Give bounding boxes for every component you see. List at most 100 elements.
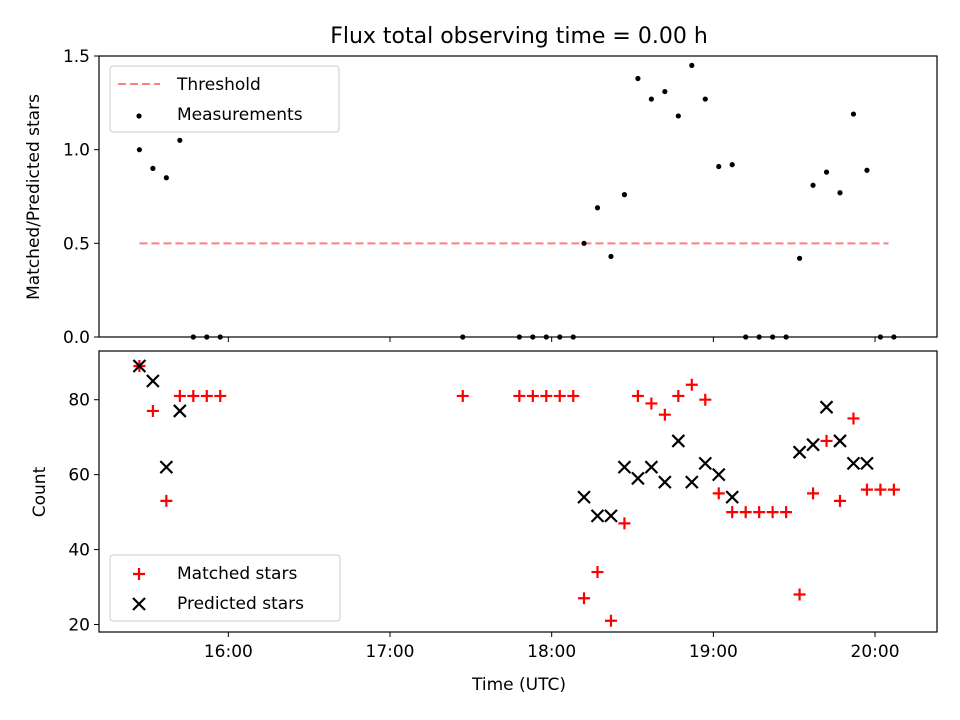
bottom-y-tick-label: 60 bbox=[68, 466, 90, 486]
predicted-star-point bbox=[792, 445, 807, 459]
bottom-y-tick-label: 80 bbox=[68, 391, 90, 411]
measurement-point bbox=[581, 240, 587, 246]
predicted-star-point bbox=[577, 490, 591, 504]
predicted-star-point bbox=[860, 456, 874, 471]
legend-matched-swatch bbox=[133, 568, 145, 580]
predicted-star-point bbox=[806, 437, 820, 452]
bottom-x-axis: 16:00 17:00 18:00 19:00 20:00 bbox=[204, 632, 900, 662]
top-y-tick-label: 0.5 bbox=[63, 234, 90, 254]
matched-star-point bbox=[591, 566, 604, 579]
matched-star-point bbox=[820, 434, 833, 447]
measurement-point bbox=[648, 96, 654, 102]
bottom-legend: Matched stars Predicted stars bbox=[109, 554, 341, 622]
matched-star-point bbox=[540, 389, 553, 402]
bottom-axes-frame bbox=[98, 350, 938, 633]
top-axes-frame bbox=[98, 55, 938, 338]
matched-star-point bbox=[173, 389, 186, 402]
legend-threshold-label: Threshold bbox=[176, 75, 261, 95]
matched-star-point bbox=[807, 487, 820, 500]
top-panel: 0.0 0.5 1.0 1.5 Matched/Predicted stars Thr… bbox=[24, 47, 938, 348]
measurement-point bbox=[675, 113, 681, 119]
matched-star-point bbox=[456, 389, 469, 402]
predicted-star-point bbox=[590, 509, 605, 523]
matched-star-point bbox=[658, 408, 671, 421]
matched-star-point bbox=[645, 397, 658, 410]
matched-star-point bbox=[793, 588, 806, 601]
top-legend: Threshold Measurements bbox=[109, 65, 340, 133]
top-y-axis: 0.0 0.5 1.0 1.5 bbox=[63, 47, 99, 348]
measurement-point bbox=[729, 162, 735, 168]
measurement-point bbox=[796, 255, 803, 261]
matched-star-point bbox=[618, 517, 631, 530]
bottom-x-tick-label: 16:00 bbox=[204, 642, 253, 662]
legend-measurements-swatch bbox=[136, 113, 142, 119]
bottom-panel: 20 40 60 80 16:00 17:00 18:00 19:00 20:00 Count… bbox=[30, 350, 938, 695]
predicted-star-point bbox=[711, 467, 726, 482]
matched-star-point bbox=[160, 494, 173, 507]
measurement-point bbox=[594, 205, 601, 211]
matched-star-point bbox=[685, 378, 698, 391]
measurement-point bbox=[136, 147, 143, 153]
predicted-star-point bbox=[658, 475, 672, 489]
matched-star-point bbox=[146, 404, 159, 417]
measurement-point bbox=[662, 88, 668, 95]
matched-star-point bbox=[553, 389, 566, 402]
predicted-star-point bbox=[846, 456, 861, 471]
top-y-axis-label: Matched/Predicted stars bbox=[24, 94, 44, 300]
predicted-star-point bbox=[671, 434, 686, 448]
matched-star-point bbox=[526, 389, 539, 402]
predicted-star-point bbox=[631, 471, 645, 486]
bottom-y-tick-label: 40 bbox=[68, 541, 90, 561]
bottom-x-axis-label: Time (UTC) bbox=[471, 675, 566, 695]
matched-star-point bbox=[187, 389, 200, 402]
matched-star-point bbox=[887, 483, 900, 496]
measurement-point bbox=[689, 62, 695, 68]
bottom-y-axis: 20 40 60 80 bbox=[68, 391, 99, 636]
legend-predicted-swatch bbox=[132, 597, 146, 611]
predicted-star-point bbox=[819, 400, 834, 414]
top-y-tick-label: 0.0 bbox=[63, 328, 90, 348]
top-y-tick-label: 1.5 bbox=[63, 47, 90, 67]
matched-star-point bbox=[578, 592, 591, 605]
predicted-star-point bbox=[698, 456, 713, 471]
measurement-point bbox=[823, 169, 830, 175]
top-x-ticks bbox=[227, 337, 876, 342]
bottom-marks bbox=[132, 359, 900, 627]
measurement-point bbox=[716, 163, 722, 170]
matched-star-point bbox=[860, 483, 873, 496]
bottom-legend-frame bbox=[109, 554, 341, 622]
matched-star-point bbox=[672, 389, 685, 402]
measurement-point bbox=[150, 165, 156, 171]
measurement-point bbox=[837, 190, 843, 196]
predicted-star-point bbox=[159, 460, 174, 474]
matched-star-point bbox=[712, 487, 725, 500]
bottom-x-tick-label: 18:00 bbox=[527, 642, 576, 662]
measurement-point bbox=[163, 175, 169, 181]
predicted-star-point bbox=[644, 460, 659, 474]
matched-star-point bbox=[567, 389, 580, 402]
top-legend-frame bbox=[109, 65, 340, 133]
bottom-x-tick-label: 17:00 bbox=[366, 642, 415, 662]
bottom-y-axis-label: Count bbox=[30, 466, 50, 517]
predicted-star-point bbox=[132, 359, 147, 373]
matched-star-point bbox=[753, 506, 766, 519]
legend-predicted-label: Predicted stars bbox=[177, 594, 304, 614]
predicted-star-point bbox=[146, 374, 160, 388]
measurement-point bbox=[608, 253, 614, 260]
measurement-point bbox=[177, 137, 183, 143]
matched-star-point bbox=[513, 389, 526, 402]
matched-star-point bbox=[847, 412, 860, 425]
measurement-point bbox=[621, 192, 628, 198]
predicted-star-point bbox=[833, 434, 847, 448]
matched-star-point bbox=[739, 506, 752, 519]
matched-star-point bbox=[214, 389, 227, 402]
predicted-star-point bbox=[173, 404, 187, 418]
predicted-star-point bbox=[617, 460, 632, 474]
predicted-star-point bbox=[604, 509, 618, 523]
legend-matched-label: Matched stars bbox=[177, 564, 297, 584]
figure-title: Flux total observing time = 0.00 h bbox=[330, 24, 708, 49]
matched-star-point bbox=[874, 483, 887, 496]
matched-star-point bbox=[780, 506, 793, 519]
predicted-star-point bbox=[725, 490, 739, 504]
matched-star-point bbox=[726, 506, 739, 519]
